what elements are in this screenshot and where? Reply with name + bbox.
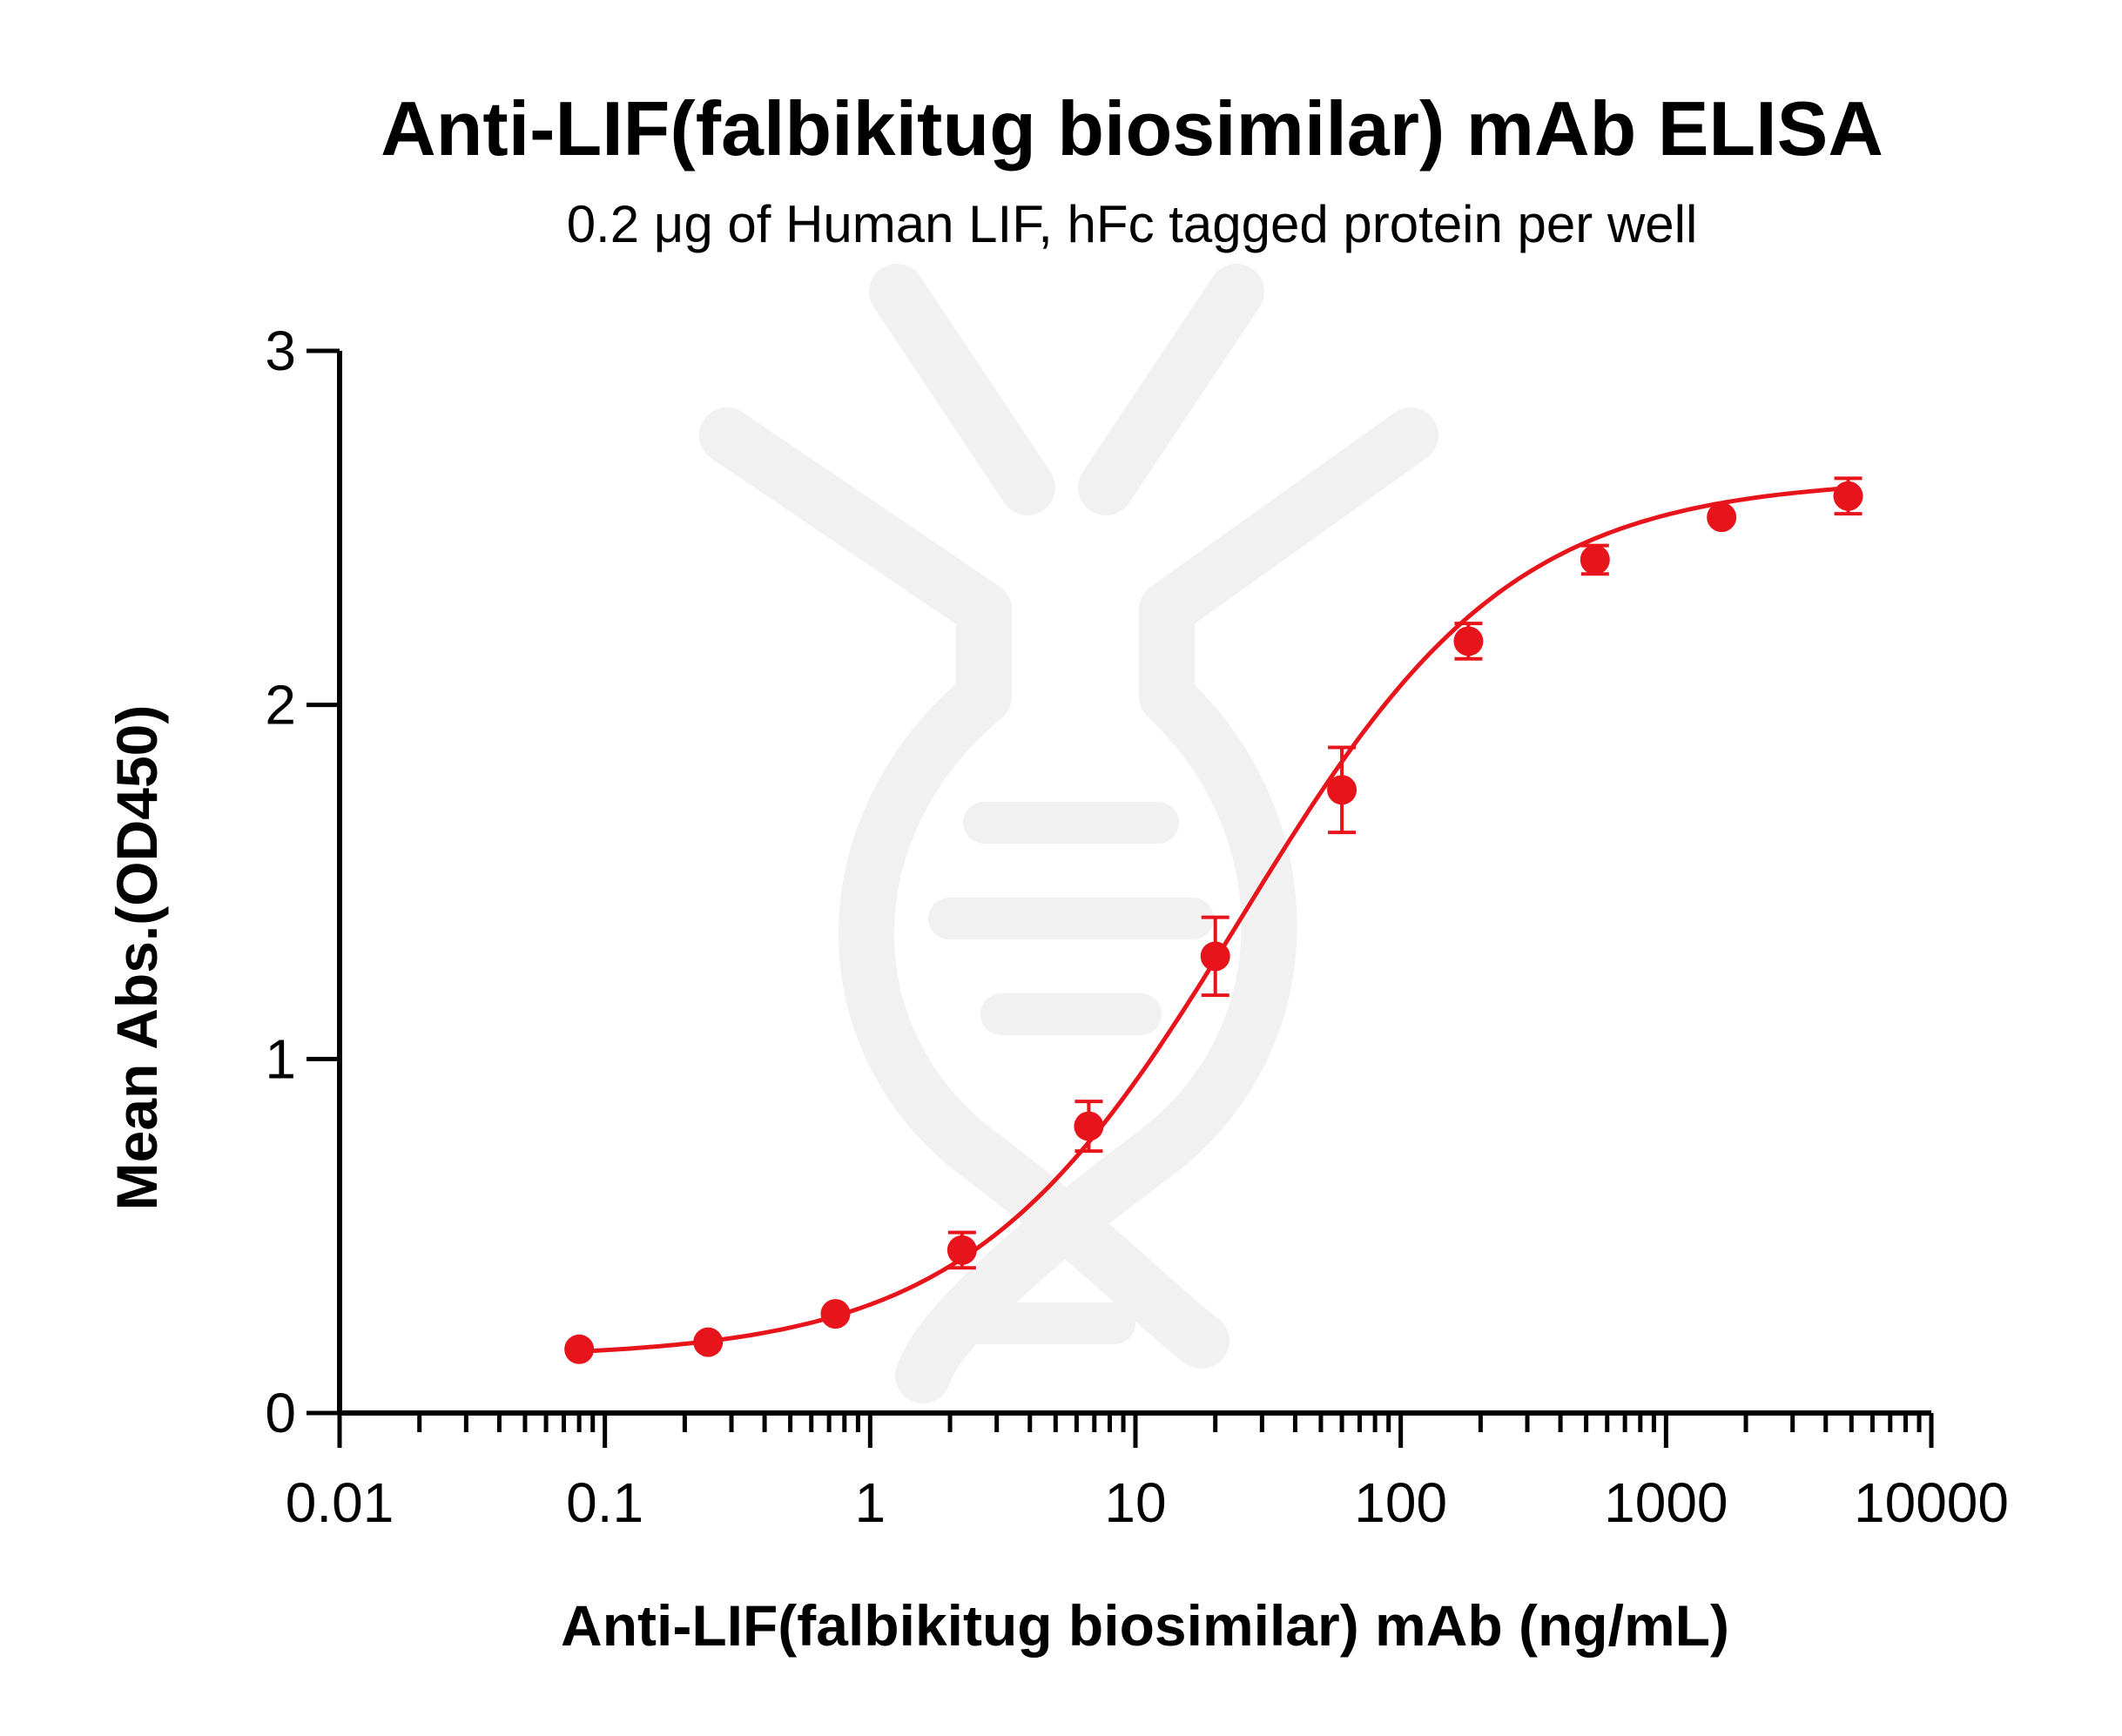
data-point — [1707, 502, 1737, 533]
y-tick-label: 0 — [265, 1382, 296, 1444]
y-tick-label: 2 — [265, 674, 296, 737]
data-point — [1327, 775, 1357, 805]
x-tick-label: 100 — [1354, 1471, 1447, 1534]
data-point — [1580, 544, 1610, 575]
x-tick-label: 0.01 — [286, 1471, 394, 1534]
data-point — [1200, 941, 1230, 972]
y-axis-ticks: 0 1 2 3 — [265, 320, 340, 1444]
chart-subtitle: 0.2 μg of Human LIF, hFc tagged protein … — [567, 195, 1698, 253]
data-point — [1074, 1111, 1104, 1141]
data-point — [946, 1235, 977, 1265]
x-tick-label: 1 — [855, 1471, 886, 1534]
error-bars-group — [947, 476, 1863, 1270]
data-point — [693, 1327, 724, 1357]
data-point — [1453, 626, 1484, 656]
x-axis-label: Anti-LIF(falbikitug biosimilar) mAb (ng/… — [561, 1593, 1729, 1658]
x-tick-label: 10000 — [1854, 1471, 2009, 1534]
y-axis-label: Mean Abs.(OD450) — [104, 705, 169, 1211]
chart-title: Anti-LIF(falbikitug biosimilar) mAb ELIS… — [381, 85, 1883, 172]
data-point — [564, 1334, 595, 1364]
x-tick-label: 0.1 — [566, 1471, 643, 1534]
x-axis-ticks: 0.01 0.1 1 10 100 1000 10000 — [286, 1413, 2009, 1534]
x-tick-label: 1000 — [1604, 1471, 1728, 1534]
data-points-group — [564, 481, 1863, 1364]
y-tick-label: 3 — [265, 320, 296, 382]
data-point — [1833, 481, 1863, 511]
watermark-logo — [699, 264, 1438, 1403]
data-point — [820, 1299, 851, 1329]
x-tick-label: 10 — [1104, 1471, 1166, 1534]
y-tick-label: 1 — [265, 1027, 296, 1090]
